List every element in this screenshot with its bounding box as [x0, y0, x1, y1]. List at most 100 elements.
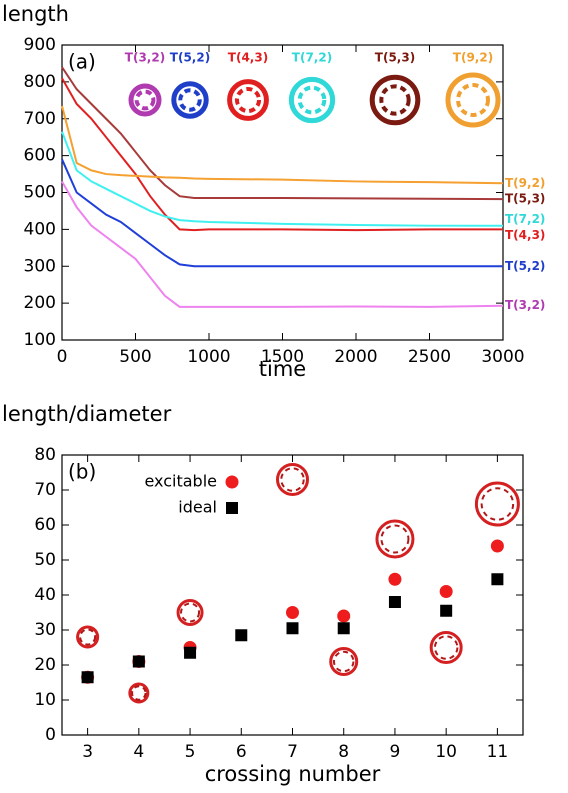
knot-illustration [79, 628, 97, 646]
end-label: T(5,2) [505, 259, 545, 273]
knot-illustration [380, 524, 410, 554]
y-tick-label: 100 [24, 330, 56, 350]
point [81, 671, 94, 684]
x-tick-label: 1000 [187, 347, 230, 367]
line [61, 105, 504, 185]
y-tick-label: 500 [24, 183, 56, 203]
end-label: T(9,2) [505, 176, 545, 190]
plot-frame [61, 44, 504, 341]
knot-illustration [445, 72, 501, 128]
x-tick-label: 11 [487, 742, 509, 762]
knot-illustration [128, 83, 162, 117]
legend-marker [226, 502, 238, 514]
y-tick-label: 600 [24, 146, 56, 166]
point [286, 606, 299, 619]
knot-illustration [375, 519, 415, 559]
point [184, 646, 197, 659]
series-label: T(4,3) [228, 51, 268, 65]
y-tick-label: 800 [24, 72, 56, 92]
legend-label: excitable [144, 472, 217, 491]
y-tick-label: 900 [24, 35, 56, 55]
series-label: T(7,2) [292, 51, 332, 65]
x-tick-label: 2000 [334, 347, 377, 367]
knot-illustration [456, 83, 490, 117]
y-tick-label: 50 [34, 550, 56, 570]
x-tick-label: 10 [435, 742, 457, 762]
x-tick-label: 7 [287, 742, 298, 762]
end-label: T(5,3) [505, 192, 545, 206]
y-tick-label: 70 [34, 480, 56, 500]
line [61, 180, 504, 308]
point [439, 585, 453, 598]
x-tick-label: 500 [119, 347, 151, 367]
y-tick-label: 60 [34, 515, 56, 535]
knot-illustration [128, 682, 150, 704]
y-tick-label: 700 [24, 109, 56, 129]
x-tick-label: 9 [390, 742, 401, 762]
x-tick-label: 8 [338, 742, 349, 762]
knot-illustration [131, 685, 147, 701]
knot-illustration [379, 84, 411, 116]
point [490, 539, 504, 553]
x-tick-label: 3 [82, 742, 93, 762]
knot-illustration [227, 79, 269, 121]
knot-illustration [332, 650, 355, 673]
series-label: T(5,2) [170, 51, 210, 65]
point [388, 596, 401, 608]
x-tick-label: 4 [133, 742, 144, 762]
end-label: T(4,3) [505, 228, 545, 242]
y-tick-label: 200 [24, 293, 56, 313]
series-label: T(3,2) [125, 51, 165, 65]
knot-illustration [297, 85, 327, 115]
knot-illustration [369, 74, 421, 126]
series-label: T(5,3) [375, 51, 415, 65]
knot-illustration [76, 625, 100, 649]
point [132, 655, 145, 668]
chart-title: length/diameter [2, 402, 172, 426]
knot-illustration [176, 599, 204, 626]
legend-marker [225, 475, 239, 489]
knot-illustration [276, 463, 309, 496]
x-tick-label: 3000 [481, 347, 524, 367]
point [388, 572, 402, 586]
panel-label: (a) [68, 50, 96, 74]
point [235, 629, 248, 642]
point [491, 573, 504, 586]
x-tick-label: 5 [185, 742, 196, 762]
knot-illustration [429, 631, 463, 664]
y-tick-label: 40 [34, 585, 56, 605]
y-tick-label: 20 [34, 655, 56, 675]
x-tick-label: 6 [236, 742, 247, 762]
panel-label: (b) [68, 460, 96, 484]
knot-illustration [178, 88, 202, 112]
knot-illustration [288, 76, 336, 124]
y-tick-label: 10 [34, 690, 56, 710]
point [337, 609, 351, 623]
x-tick-label: 1500 [261, 347, 304, 367]
knot-illustration [480, 487, 515, 521]
line [61, 66, 504, 201]
end-label: T(3,2) [505, 298, 545, 312]
knot-illustration [474, 481, 520, 527]
point [440, 604, 453, 617]
point [337, 622, 350, 635]
line [61, 131, 503, 227]
y-tick-label: 30 [34, 620, 56, 640]
line [61, 77, 503, 232]
chart-title: length [2, 2, 69, 26]
knot-illustration [134, 89, 156, 111]
knot-illustration [280, 467, 305, 492]
knot-illustration [234, 86, 262, 114]
x-axis-label: crossing number [205, 762, 381, 786]
line [61, 158, 503, 268]
y-tick-label: 400 [24, 219, 56, 239]
end-label: T(7,2) [505, 212, 545, 226]
legend-label: ideal [178, 498, 217, 517]
x-tick-label: 0 [57, 347, 68, 367]
series-label: T(9,2) [453, 51, 493, 65]
point [286, 622, 299, 635]
x-axis-label: time [259, 357, 306, 381]
y-tick-label: 0 [45, 725, 56, 745]
knot-illustration [433, 635, 459, 660]
y-tick-label: 300 [24, 256, 56, 276]
